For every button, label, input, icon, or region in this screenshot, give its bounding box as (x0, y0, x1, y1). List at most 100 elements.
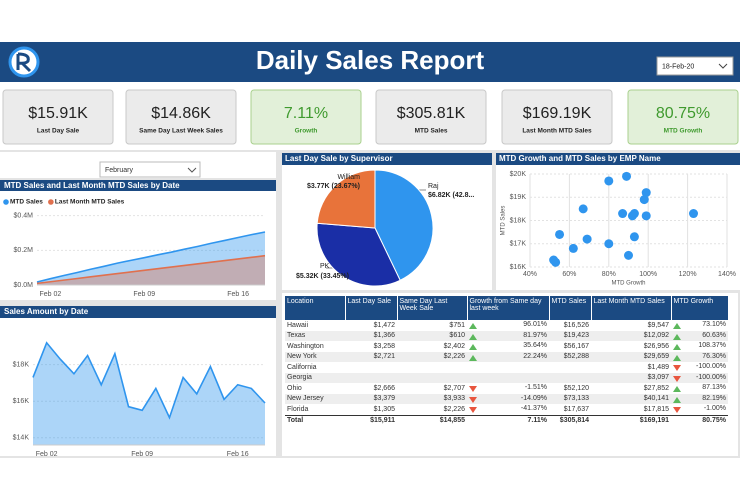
cell-text: $3,379 (373, 395, 395, 403)
kpi-card (250, 89, 362, 145)
total-row: Total $15,911 $14,855 7.11% $305,814 $169,191… (285, 414, 728, 426)
cell: Georgia (285, 372, 345, 383)
cell-text: $29,659 (643, 353, 669, 361)
x-tick-label: Feb 02 (40, 291, 62, 298)
y-tick-label: $19K (510, 194, 527, 201)
cell-text: 76.30% (702, 352, 726, 360)
kpi-label: MTD Growth (664, 128, 703, 135)
cell-text: $14,855 (439, 417, 465, 425)
cell-text: $751 (449, 321, 465, 329)
up-arrow (673, 333, 681, 340)
legend-label: MTD Sales (10, 199, 43, 206)
kpi-value: 80.75% (656, 105, 710, 122)
panel-title-bar (0, 306, 276, 318)
cell: New York (285, 351, 345, 362)
cell-text: 7.11% (527, 417, 547, 425)
down-arrow (469, 386, 477, 393)
cell-text: 73.10% (702, 321, 726, 329)
pie-slice (374, 169, 434, 281)
cell-text: $3,097 (647, 374, 669, 382)
cell-text: $19,423 (563, 332, 589, 340)
x-tick-label: Feb 09 (133, 291, 155, 298)
chart-title: Sales Amount by Date (4, 307, 89, 316)
date-value: 18-Feb-20 (662, 63, 694, 70)
cell: 35.64% (467, 341, 549, 352)
cell-text: $52,120 (563, 384, 589, 392)
cell: $73,133 (549, 393, 591, 404)
cell-text: 82.19% (702, 394, 726, 402)
point (689, 209, 699, 219)
cell: $40,141 (591, 393, 671, 404)
cell-text: $2,721 (373, 353, 395, 361)
point (604, 239, 614, 249)
date-picker[interactable] (656, 56, 734, 76)
cell (549, 362, 591, 373)
cell: 76.30% (671, 351, 728, 362)
cell: 87.13% (671, 383, 728, 394)
cell-text: 22.24% (523, 352, 547, 360)
cell: 108.37% (671, 341, 728, 352)
cell-text: Florida (287, 405, 309, 413)
cell-text: $17,637 (563, 405, 589, 413)
column-header: Growth from Same day last week (467, 296, 550, 320)
slice-name: Raj (428, 183, 439, 190)
cell-text: Texas (287, 332, 306, 340)
y-tick-label: $20K (510, 171, 527, 178)
cell-text: $56,167 (563, 342, 589, 350)
slice-name: William (337, 174, 360, 181)
up-arrow (673, 396, 681, 403)
cell-text: 108.37% (698, 342, 726, 350)
point (549, 255, 559, 265)
cell: Washington (285, 341, 345, 352)
cell: $14,855 (397, 414, 467, 426)
sales-table: Location Last Day Sale Same Day Last Week … (285, 296, 729, 426)
cell-text: $2,402 (443, 342, 465, 350)
area-fill (37, 231, 265, 285)
month-slicer[interactable] (99, 161, 201, 178)
x-tick-label: 120% (679, 271, 697, 278)
up-arrow (469, 344, 477, 351)
cell-text: $2,707 (443, 384, 465, 392)
x-tick-label: 140% (718, 271, 736, 278)
x-axis-title: MTD Growth (611, 281, 645, 287)
cell: $1,489 (591, 362, 671, 373)
cell: 80.75% (671, 414, 728, 426)
cell: $15,911 (345, 414, 397, 426)
column-header: Last Day Sale (345, 296, 398, 320)
cell: $12,092 (591, 330, 671, 341)
point (604, 176, 614, 186)
cell-text: $2,666 (373, 384, 395, 392)
table-container: Location Last Day Sale Same Day Last Week … (285, 296, 729, 426)
x-tick-label: 100% (639, 271, 657, 278)
cell-text: $3,933 (443, 395, 465, 403)
point (641, 188, 651, 198)
up-arrow (673, 323, 681, 330)
table-row: Texas $1,366 $610 81.97% $19,423 $12,092 60.63… (285, 330, 728, 341)
slice-label: $3.77K (23.67%) (307, 183, 360, 190)
cell-text: $305,814 (559, 417, 589, 425)
kpi-value: $305.81K (397, 105, 466, 122)
cell: Florida (285, 404, 345, 415)
x-tick-label: Feb 09 (131, 451, 153, 458)
cell: 73.10% (671, 320, 728, 331)
cell: $1,305 (345, 404, 397, 415)
cell (549, 372, 591, 383)
header-row: Location Last Day Sale Same Day Last Week … (285, 296, 729, 320)
cell-text: Washington (287, 342, 324, 350)
cell: Ohio (285, 383, 345, 394)
point (639, 195, 649, 205)
point (555, 229, 565, 239)
kpi-value: $15.91K (28, 105, 88, 122)
cell: $17,637 (549, 404, 591, 415)
cell-text: $27,852 (643, 384, 669, 392)
y-tick-label: $18K (13, 362, 30, 369)
kpi-card (375, 89, 487, 145)
cell-text: Ohio (287, 384, 302, 392)
pie-slice (316, 222, 401, 287)
cell-text: -41.37% (520, 405, 547, 413)
kpi-value: $14.86K (151, 105, 211, 122)
y-tick-label: $16K (13, 398, 30, 405)
slice-name: PK (320, 263, 330, 270)
cell-text: $12,092 (643, 332, 669, 340)
cell: $2,707 (397, 383, 467, 394)
